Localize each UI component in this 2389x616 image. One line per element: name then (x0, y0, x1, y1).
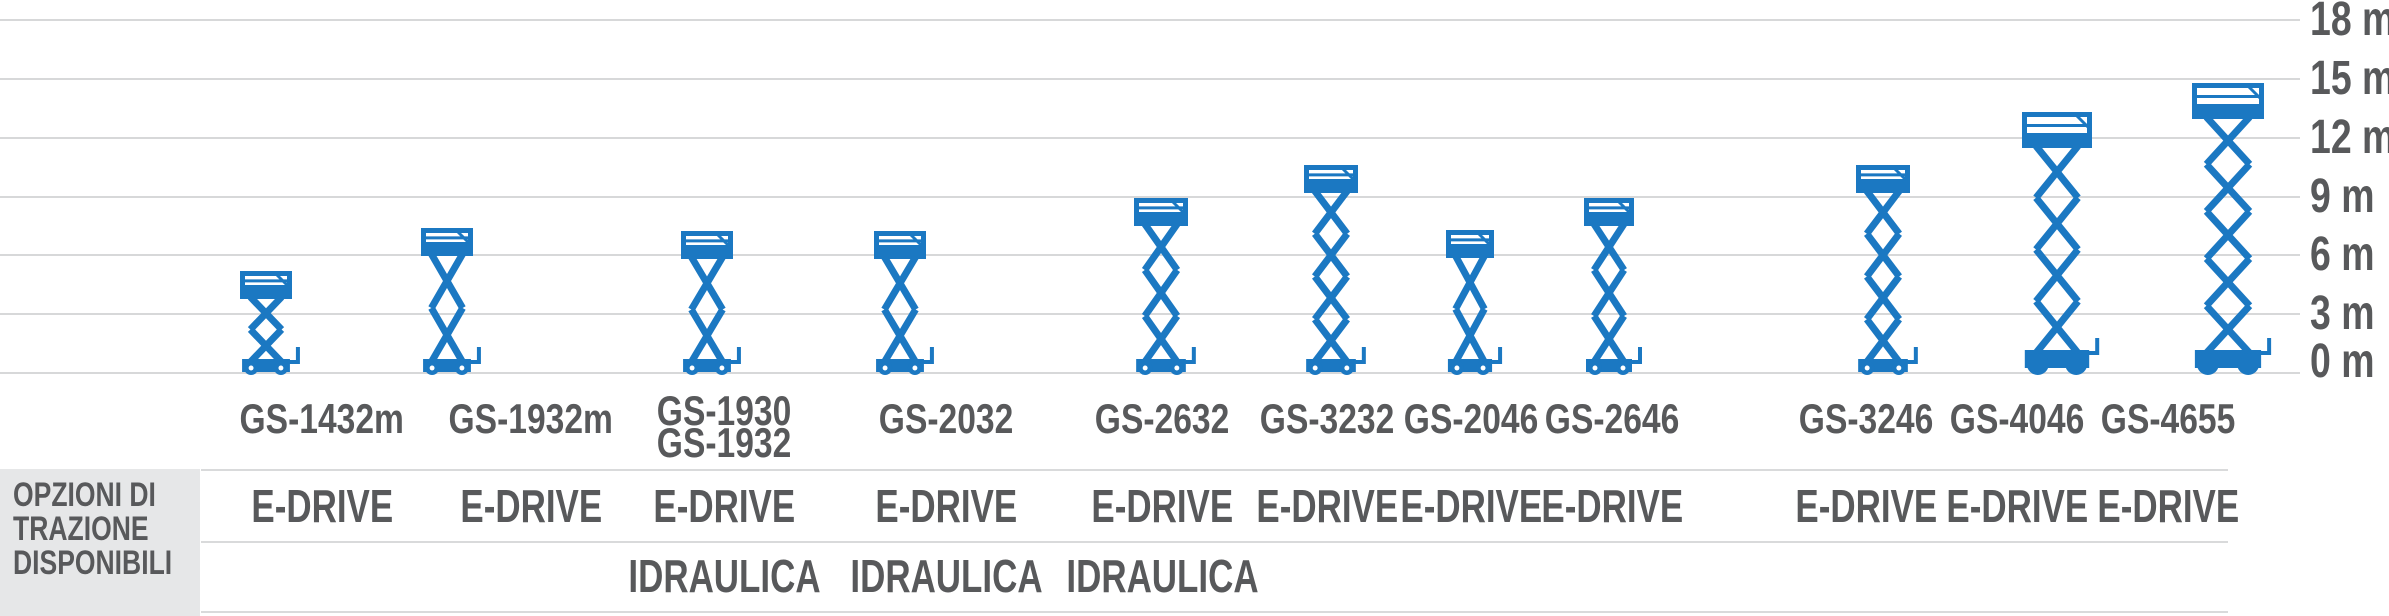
model-label-GS-3246: GS-3246 (1706, 395, 2026, 442)
drive-option-e-drive-GS-4046: E-DRIVE (1857, 483, 2177, 529)
drive-option-text: IDRAULICA (849, 550, 1043, 602)
drive-option-e-drive-GS-1930-GS-1932: E-DRIVE (564, 483, 884, 529)
scissor-lift-GS-3246 (1856, 165, 1918, 375)
model-label-GS-1432m: GS-1432m (162, 395, 482, 442)
model-label-GS-4655: GS-4655 (2008, 395, 2328, 442)
model-name-text: GS-1432m (239, 395, 405, 442)
panel-line-1: OPZIONI DI (13, 476, 156, 514)
scissor-lift-GS-2032 (874, 231, 934, 375)
drive-option-e-drive-GS-1432m: E-DRIVE (162, 483, 482, 529)
drive-option-text: E-DRIVE (1400, 480, 1542, 532)
axis-tick-text: 9 m (2310, 170, 2375, 223)
model-label-GS-1930-GS-1932: GS-1930 GS-1932 (564, 387, 884, 466)
drive-option-idraulica-GS-1930-GS-1932: IDRAULICA (564, 553, 884, 599)
model-name-text: GS-2046 (1403, 395, 1539, 442)
drive-option-e-drive-GS-2646: E-DRIVE (1452, 483, 1772, 529)
model-name-text: GS-4046 (1949, 395, 2085, 442)
drive-option-text: E-DRIVE (2097, 480, 2239, 532)
drive-option-text: E-DRIVE (653, 480, 795, 532)
drive-option-idraulica-GS-2032: IDRAULICA (786, 553, 1106, 599)
drive-option-idraulica-GS-2632: IDRAULICA (1002, 553, 1322, 599)
axis-tick-label-3m: 3 m (2310, 290, 2389, 338)
drive-row-divider-top (201, 469, 2228, 471)
axis-tick-text: 6 m (2310, 228, 2375, 281)
drive-option-e-drive-GS-2032: E-DRIVE (786, 483, 1106, 529)
drive-option-e-drive-GS-4655: E-DRIVE (2008, 483, 2328, 529)
axis-tick-label-12m: 12 m (2310, 114, 2389, 162)
drive-options-panel-title: OPZIONI DI TRAZIONE DISPONIBILI (13, 478, 217, 580)
panel-line-2: TRAZIONE (13, 510, 149, 548)
model-label-GS-2632: GS-2632 (1002, 395, 1322, 442)
axis-tick-text: 15 m (2310, 52, 2389, 105)
axis-tick-label-15m: 15 m (2310, 55, 2389, 103)
model-name-text: GS-3232 (1259, 395, 1395, 442)
model-name-text: GS-4655 (2100, 395, 2236, 442)
gridline-12m (0, 137, 2300, 139)
axis-tick-label-9m: 9 m (2310, 173, 2389, 221)
scissor-lift-GS-2646 (1584, 198, 1642, 375)
model-name-text: GS-1932 (656, 419, 792, 466)
drive-option-e-drive-GS-2632: E-DRIVE (1002, 483, 1322, 529)
drive-row-divider-middle (201, 541, 2228, 543)
model-label-GS-3232: GS-3232 (1167, 395, 1487, 442)
scissor-lift-GS-2046 (1446, 230, 1503, 375)
drive-option-e-drive-GS-3232: E-DRIVE (1167, 483, 1487, 529)
scissor-lift-GS-2632 (1134, 198, 1196, 375)
scissor-lift-GS-1930-GS-1932 (681, 231, 741, 375)
drive-option-text: E-DRIVE (460, 480, 602, 532)
scissor-lift-GS-1432m (240, 271, 300, 375)
panel-line-3: DISPONIBILI (13, 544, 173, 582)
model-label-GS-4046: GS-4046 (1857, 395, 2177, 442)
gridline-9m (0, 196, 2300, 198)
scissor-lift-GS-4046 (2022, 112, 2100, 375)
axis-tick-label-6m: 6 m (2310, 231, 2389, 279)
axis-tick-label-0m: 0 m (2310, 338, 2389, 386)
model-label-GS-2046: GS-2046 (1311, 395, 1631, 442)
axis-tick-text: 18 m (2310, 0, 2389, 46)
gridline-6m (0, 254, 2300, 256)
drive-option-text: E-DRIVE (1795, 480, 1937, 532)
scissor-lift-GS-1932m (421, 228, 481, 375)
drive-option-text: IDRAULICA (627, 550, 821, 602)
gridline-15m (0, 78, 2300, 80)
scissor-lift-GS-3232 (1304, 165, 1366, 375)
model-name-text: GS-1930 (656, 387, 792, 434)
model-label-GS-2646: GS-2646 (1452, 395, 1772, 442)
model-name-text: GS-2632 (1094, 395, 1230, 442)
drive-option-text: E-DRIVE (251, 480, 393, 532)
drive-option-text: E-DRIVE (1541, 480, 1683, 532)
axis-tick-text: 3 m (2310, 287, 2375, 340)
drive-options-panel: OPZIONI DI TRAZIONE DISPONIBILI (0, 469, 200, 616)
drive-option-text: IDRAULICA (1065, 550, 1259, 602)
drive-option-e-drive-GS-1932m: E-DRIVE (371, 483, 691, 529)
model-name-text: GS-2032 (878, 395, 1014, 442)
model-name-text: GS-1932m (448, 395, 614, 442)
model-name-text: GS-3246 (1798, 395, 1934, 442)
axis-tick-text: 0 m (2310, 335, 2375, 388)
drive-option-text: E-DRIVE (875, 480, 1017, 532)
drive-option-text: E-DRIVE (1256, 480, 1398, 532)
model-name-text: GS-2646 (1544, 395, 1680, 442)
scissor-lift-GS-4655 (2192, 83, 2272, 375)
axis-tick-label-18m: 18 m (2310, 0, 2389, 44)
gridline-18m (0, 19, 2300, 21)
drive-option-text: E-DRIVE (1946, 480, 2088, 532)
axis-tick-text: 12 m (2310, 111, 2389, 164)
drive-row-divider-bottom (201, 611, 2228, 613)
model-label-GS-2032: GS-2032 (786, 395, 1106, 442)
drive-option-text: E-DRIVE (1091, 480, 1233, 532)
drive-option-e-drive-GS-3246: E-DRIVE (1706, 483, 2026, 529)
model-label-GS-1932m: GS-1932m (371, 395, 691, 442)
drive-option-e-drive-GS-2046: E-DRIVE (1311, 483, 1631, 529)
